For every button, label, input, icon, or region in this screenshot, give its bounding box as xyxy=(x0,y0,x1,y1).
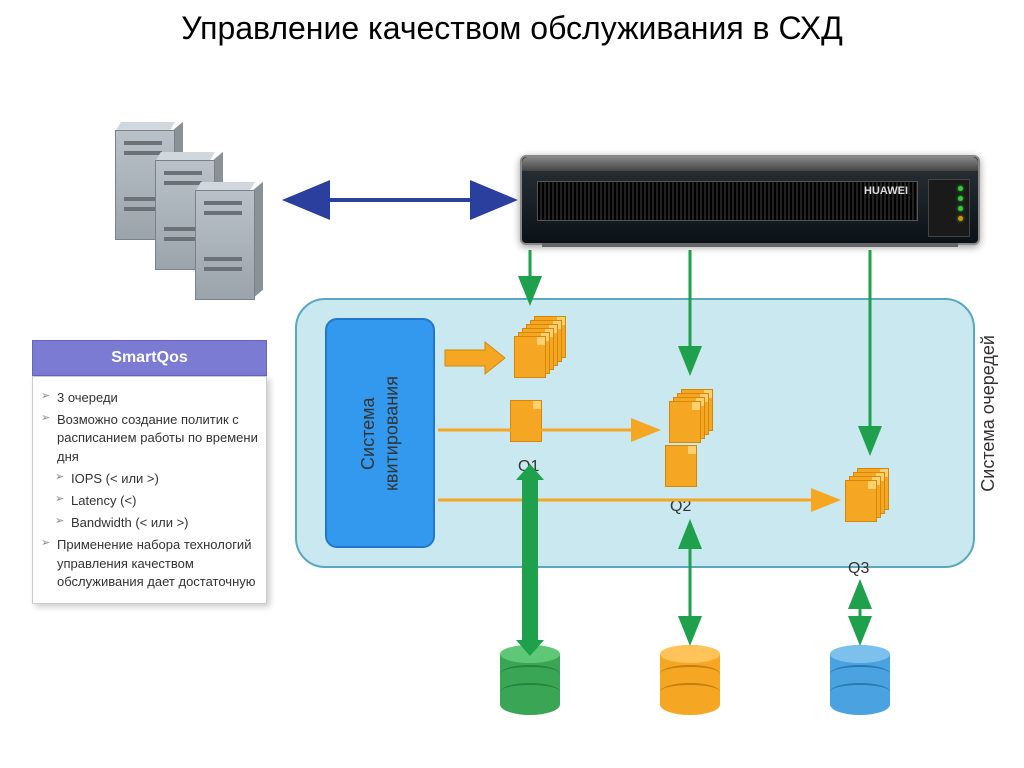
smartqos-subitem: Bandwidth (< или >) xyxy=(41,512,258,534)
q3-label: Q3 xyxy=(848,560,869,578)
smartqos-item: 3 очереди xyxy=(41,387,258,409)
diagram-canvas: HUAWEI Система квитирования Система очер… xyxy=(0,0,1024,768)
smartqos-header: SmartQos xyxy=(32,340,267,376)
q1-label: Q1 xyxy=(518,458,539,476)
db-blue xyxy=(830,645,890,715)
smartqos-item: Возможно создание политик с расписанием … xyxy=(41,409,258,468)
db-green xyxy=(500,645,560,715)
smartqos-item: Применение набора технологий управления … xyxy=(41,534,258,593)
storage-array: HUAWEI xyxy=(520,155,980,245)
ack-system-label: Система квитирования xyxy=(357,376,404,491)
server-3 xyxy=(195,190,255,300)
smartqos-subitem: IOPS (< или >) xyxy=(41,468,258,490)
smartqos-subitem: Latency (<) xyxy=(41,490,258,512)
q2-label: Q2 xyxy=(670,498,691,516)
db-orange xyxy=(660,645,720,715)
storage-brand-label: HUAWEI xyxy=(864,185,908,197)
smartqos-panel: 3 очереди Возможно создание политик с ра… xyxy=(32,376,267,604)
queue-system-label: Система очередей xyxy=(977,335,1000,492)
ack-system-box: Система квитирования xyxy=(325,318,435,548)
